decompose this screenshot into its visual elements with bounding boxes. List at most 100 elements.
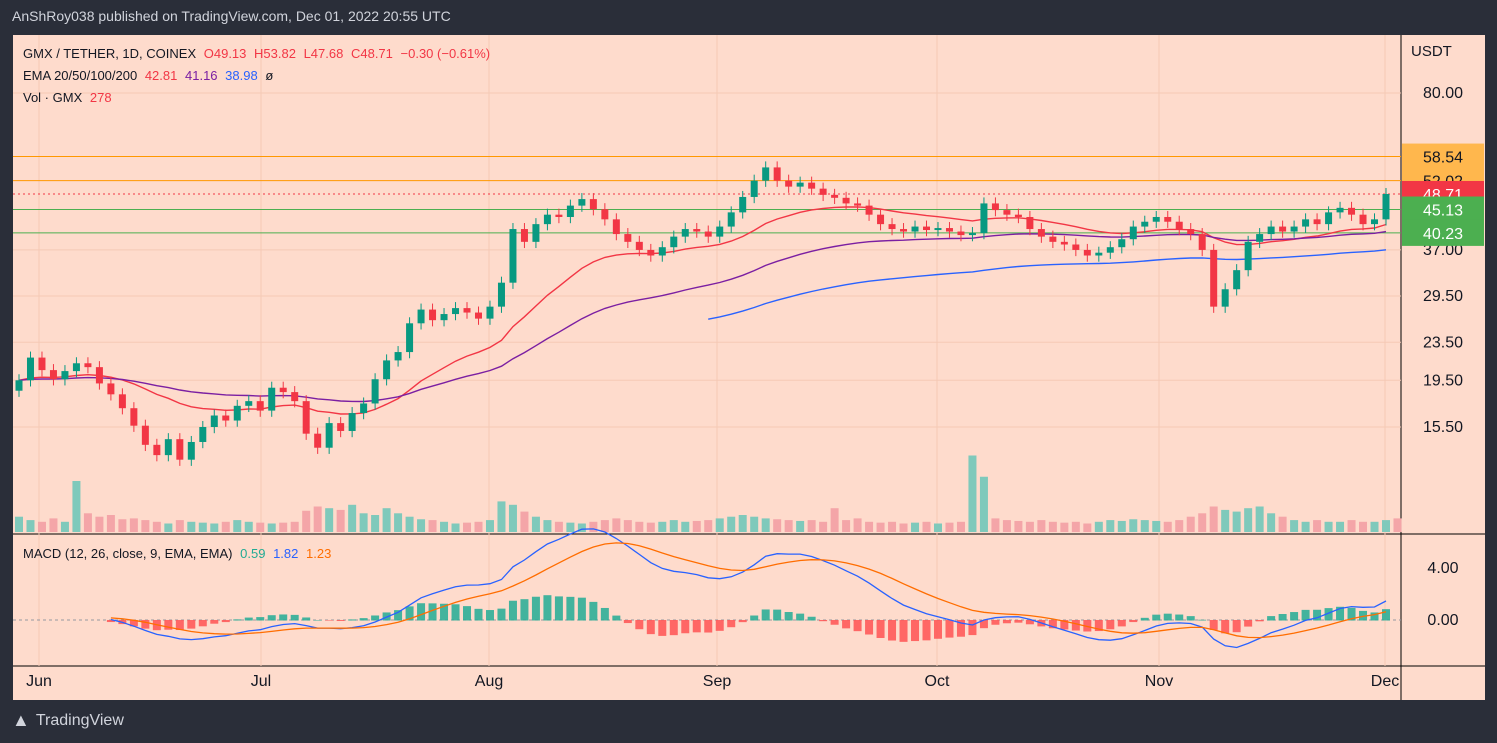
volume-bar: [773, 519, 782, 532]
macd-hist-bar: [750, 615, 759, 621]
volume-bar: [95, 516, 104, 532]
candle-body: [520, 229, 528, 242]
macd-hist-bar: [796, 613, 805, 621]
ohlc-close: C48.71: [350, 46, 393, 61]
candle-body: [1233, 270, 1241, 290]
candle-body: [233, 405, 241, 421]
candle-body: [831, 194, 839, 198]
macd-label: MACD (12, 26, close, 9, EMA, EMA): [23, 546, 233, 561]
candle-body: [945, 228, 953, 232]
candle-body: [325, 423, 333, 448]
candle-body: [1325, 212, 1333, 225]
volume-bar: [428, 520, 437, 532]
volume-bar: [256, 522, 265, 532]
candle-body: [1049, 236, 1057, 242]
macd-legend[interactable]: MACD (12, 26, close, 9, EMA, EMA) 0.59 1…: [23, 546, 335, 561]
macd-hist-bar: [1129, 620, 1138, 623]
tv-logo-icon: ▲: [12, 710, 30, 730]
candle-body: [486, 306, 494, 319]
symbol-legend[interactable]: GMX / TETHER, 1D, COINEX O49.13 H53.82 L…: [23, 46, 494, 61]
ema-label: EMA 20/50/100/200: [23, 68, 138, 83]
candle-body: [268, 387, 276, 411]
volume-bar: [807, 520, 816, 532]
macd-hist-bar: [991, 620, 1000, 625]
volume-bar: [60, 521, 69, 532]
level-label-4: 40.23: [1423, 226, 1463, 243]
candle-body: [1003, 210, 1011, 215]
macd-hist-bar: [106, 620, 115, 623]
volume-bar: [1382, 520, 1390, 532]
macd-hist-bar: [1359, 610, 1368, 621]
candle-body: [968, 233, 976, 236]
macd-hist-bar: [1313, 609, 1322, 621]
candle-body: [141, 425, 149, 445]
candle-body: [452, 308, 460, 315]
macd-hist-bar: [1347, 607, 1356, 621]
volume-bar: [715, 518, 724, 532]
level-badge-4: [1402, 219, 1484, 246]
vol-value: 278: [89, 90, 112, 105]
macd-hist-bar: [1060, 620, 1069, 630]
candle-body: [1348, 207, 1356, 215]
macd-hist-bar: [359, 618, 368, 621]
macd-hist-bar: [313, 619, 322, 621]
tradingview-logo[interactable]: ▲ TradingView: [12, 710, 124, 731]
volume-bar: [968, 455, 977, 532]
candle-body: [762, 167, 770, 181]
candle-body: [440, 314, 448, 321]
volume-bar: [474, 521, 483, 532]
price-axis-labels: 80.00 37.00 29.50 23.50 19.50 15.50: [1423, 85, 1463, 436]
volume-bar: [359, 513, 368, 532]
macd-hist-bar: [933, 620, 942, 639]
candle-body: [1175, 221, 1183, 230]
volume-bar: [371, 515, 380, 532]
price-tick-3: 23.50: [1423, 334, 1463, 351]
volume-bar: [911, 522, 920, 532]
candle-body: [1256, 234, 1264, 242]
volume-bar: [313, 506, 322, 532]
volume-bar: [658, 521, 667, 532]
candle-body: [693, 229, 701, 232]
macd-hist-bar: [1324, 608, 1333, 621]
ema-legend[interactable]: EMA 20/50/100/200 42.81 41.16 38.98 ø: [23, 68, 277, 83]
volume-bar: [187, 521, 196, 532]
volume-bar: [669, 520, 678, 532]
volume-bar: [796, 520, 805, 532]
time-axis-labels: Jun Jul Aug Sep Oct Nov Dec: [26, 673, 1399, 690]
volume-bar: [1347, 520, 1356, 532]
volume-bar: [761, 518, 770, 532]
candle-body: [429, 309, 437, 321]
macd-hist-bar: [1152, 614, 1161, 621]
macd-hist-bar: [968, 620, 977, 636]
volume-bar: [554, 521, 563, 532]
volume-bar: [1209, 506, 1218, 532]
volume-bar: [198, 522, 207, 532]
candle-body: [1164, 216, 1172, 222]
macd-tick-0: 4.00: [1427, 560, 1458, 577]
candle-body: [865, 205, 873, 215]
candle-body: [360, 403, 368, 414]
volume-legend[interactable]: Vol · GMX 278: [23, 90, 116, 105]
volume-bar: [267, 523, 276, 532]
volume-bar: [290, 521, 299, 532]
macd-hist-bar: [945, 620, 954, 638]
candle-body: [497, 282, 505, 307]
candle-body: [1187, 229, 1195, 235]
candle-body: [566, 205, 574, 217]
macd-hist-bar: [1175, 614, 1184, 621]
volume-bar: [1094, 521, 1103, 532]
candle-body: [601, 209, 609, 220]
macd-hist-bar: [440, 603, 449, 621]
macd-hist-bar: [336, 620, 345, 621]
candle-body: [222, 415, 230, 421]
candle-body: [808, 182, 816, 189]
time-tick-aug: Aug: [475, 673, 503, 690]
volume-bar: [704, 520, 713, 532]
candle-body: [26, 357, 34, 381]
candle-body: [888, 224, 896, 230]
volume-bar: [15, 516, 23, 532]
time-tick-dec: Dec: [1371, 673, 1399, 690]
macd-hist-bar: [198, 620, 207, 627]
macd-hist-bar: [1301, 609, 1310, 621]
